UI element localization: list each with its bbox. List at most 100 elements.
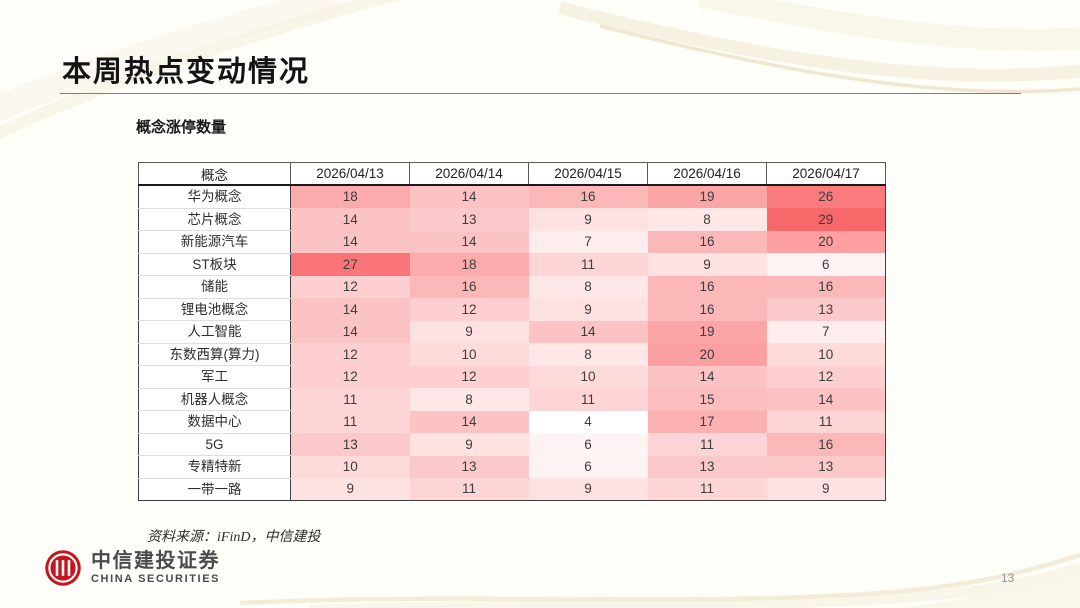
value-cell: 16 — [528, 185, 648, 208]
table-row: 一带一路 9 11 9 11 9 — [138, 478, 886, 501]
value-cell: 16 — [766, 275, 886, 298]
value-cell: 7 — [528, 230, 648, 253]
value-cell: 6 — [766, 253, 886, 276]
value-cell: 13 — [766, 455, 886, 478]
value-cell: 12 — [409, 365, 529, 388]
page-title: 本周热点变动情况 — [62, 56, 311, 88]
citic-emblem-icon — [45, 550, 81, 586]
value-cell: 19 — [647, 185, 767, 208]
table-row: 数据中心 11 14 4 17 11 — [138, 410, 886, 434]
table-row: 芯片概念 14 13 9 8 29 — [138, 208, 886, 231]
company-name-cn: 中信建投证券 — [91, 549, 220, 572]
value-cell: 16 — [647, 298, 767, 321]
value-cell: 10 — [528, 365, 648, 388]
value-cell: 19 — [647, 320, 767, 343]
concept-name-cell: 新能源汽车 — [138, 230, 291, 254]
value-cell: 10 — [290, 455, 410, 478]
value-cell: 12 — [290, 343, 410, 366]
table-row: ST板块 27 18 11 9 6 — [138, 253, 886, 276]
value-cell: 9 — [647, 253, 767, 276]
table-row: 专精特新 10 13 6 13 13 — [138, 455, 886, 479]
page-number: 13 — [1001, 571, 1015, 585]
value-cell: 14 — [409, 410, 529, 433]
value-cell: 14 — [766, 388, 886, 411]
value-cell: 10 — [409, 343, 529, 366]
concept-table-container: 概念 2026/04/13 2026/04/14 2026/04/15 2026/04/… — [138, 162, 886, 501]
value-cell: 11 — [409, 478, 529, 501]
concept-name-cell: ST板块 — [138, 253, 291, 276]
value-cell: 20 — [647, 343, 767, 366]
value-cell: 13 — [409, 455, 529, 478]
table-row: 东数西算(算力) 12 10 8 20 10 — [138, 343, 886, 366]
value-cell: 8 — [528, 275, 648, 298]
value-cell: 6 — [528, 455, 648, 478]
value-cell: 7 — [766, 320, 886, 343]
value-cell: 11 — [647, 433, 767, 456]
value-cell: 14 — [409, 185, 529, 208]
table-caption: 概念涨停数量 — [136, 119, 227, 136]
value-cell: 9 — [409, 320, 529, 343]
value-cell: 9 — [528, 478, 648, 501]
value-cell: 13 — [409, 208, 529, 231]
concept-name-cell: 军工 — [138, 365, 291, 389]
value-cell: 12 — [409, 298, 529, 321]
value-cell: 14 — [290, 320, 410, 343]
table-row: 锂电池概念 14 12 9 16 13 — [138, 298, 886, 321]
column-header-1: 2026/04/13 — [290, 162, 410, 186]
value-cell: 9 — [409, 433, 529, 456]
value-cell: 14 — [409, 230, 529, 253]
title-underline — [60, 93, 1021, 94]
concept-table: 概念 2026/04/13 2026/04/14 2026/04/15 2026/04/… — [138, 162, 886, 501]
value-cell: 13 — [290, 433, 410, 456]
table-row: 人工智能 14 9 14 19 7 — [138, 320, 886, 344]
value-cell: 13 — [647, 455, 767, 478]
column-header-2: 2026/04/14 — [409, 162, 529, 186]
value-cell: 12 — [290, 275, 410, 298]
column-header-5: 2026/04/17 — [766, 162, 886, 186]
company-name-en: CHINA SECURITIES — [91, 572, 221, 585]
value-cell: 16 — [766, 433, 886, 456]
table-row: 5G 13 9 6 11 16 — [138, 433, 886, 456]
table-row: 华为概念 18 14 16 19 26 — [138, 185, 886, 209]
value-cell: 9 — [528, 208, 648, 231]
company-logo: 中信建投证券 CHINA SECURITIES — [44, 549, 220, 587]
concept-name-cell: 机器人概念 — [138, 388, 291, 411]
value-cell: 16 — [409, 275, 529, 298]
table-row: 机器人概念 11 8 11 15 14 — [138, 388, 886, 411]
value-cell: 11 — [528, 388, 648, 411]
value-cell: 20 — [766, 230, 886, 253]
value-cell: 4 — [528, 410, 648, 433]
value-cell: 11 — [766, 410, 886, 433]
value-cell: 26 — [766, 185, 886, 208]
concept-name-cell: 锂电池概念 — [138, 298, 291, 321]
value-cell: 6 — [528, 433, 648, 456]
value-cell: 18 — [409, 253, 529, 276]
value-cell: 16 — [647, 230, 767, 253]
value-cell: 14 — [647, 365, 767, 388]
value-cell: 11 — [528, 253, 648, 276]
column-header-3: 2026/04/15 — [528, 162, 648, 186]
concept-name-cell: 专精特新 — [138, 455, 291, 479]
value-cell: 29 — [766, 208, 886, 231]
concept-name-cell: 东数西算(算力) — [138, 343, 291, 366]
value-cell: 14 — [290, 230, 410, 253]
value-cell: 8 — [409, 388, 529, 411]
value-cell: 18 — [290, 185, 410, 208]
concept-name-cell: 5G — [138, 433, 291, 456]
concept-name-cell: 华为概念 — [138, 185, 291, 209]
value-cell: 11 — [647, 478, 767, 501]
concept-name-cell: 储能 — [138, 275, 291, 299]
table-row: 储能 12 16 8 16 16 — [138, 275, 886, 299]
value-cell: 13 — [766, 298, 886, 321]
value-cell: 14 — [290, 298, 410, 321]
value-cell: 12 — [766, 365, 886, 388]
source-note: 资料来源：iFinD，中信建投 — [147, 530, 321, 545]
value-cell: 14 — [528, 320, 648, 343]
value-cell: 9 — [528, 298, 648, 321]
value-cell: 8 — [647, 208, 767, 231]
concept-name-cell: 一带一路 — [138, 478, 291, 501]
concept-name-cell: 芯片概念 — [138, 208, 291, 231]
value-cell: 9 — [290, 478, 410, 501]
company-logo-text: 中信建投证券 CHINA SECURITIES — [91, 549, 221, 586]
table-row: 军工 12 12 10 14 12 — [138, 365, 886, 389]
